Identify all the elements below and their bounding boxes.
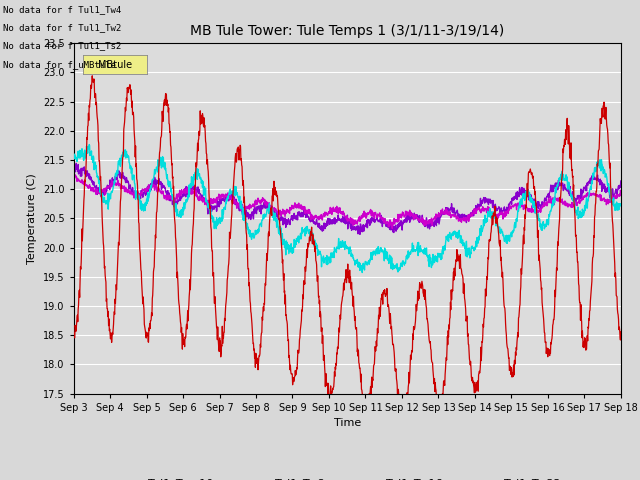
- Text: No data for f_uMBtule: No data for f_uMBtule: [3, 60, 116, 69]
- Y-axis label: Temperature (C): Temperature (C): [28, 173, 37, 264]
- Text: MBtule: MBtule: [98, 60, 132, 70]
- X-axis label: Time: Time: [333, 418, 361, 428]
- Text: No data for f Tul1_Tw4: No data for f Tul1_Tw4: [3, 5, 122, 14]
- Text: No data for f Tul1_Tw2: No data for f Tul1_Tw2: [3, 23, 122, 32]
- Title: MB Tule Tower: Tule Temps 1 (3/1/11-3/19/14): MB Tule Tower: Tule Temps 1 (3/1/11-3/19…: [190, 24, 504, 38]
- Text: No data for f Tul1_Ts2: No data for f Tul1_Ts2: [3, 41, 122, 50]
- Legend: Tul1_Tw+10cm, Tul1_Ts-8cm, Tul1_Ts-16cm, Tul1_Ts-32cm: Tul1_Tw+10cm, Tul1_Ts-8cm, Tul1_Ts-16cm,…: [113, 473, 582, 480]
